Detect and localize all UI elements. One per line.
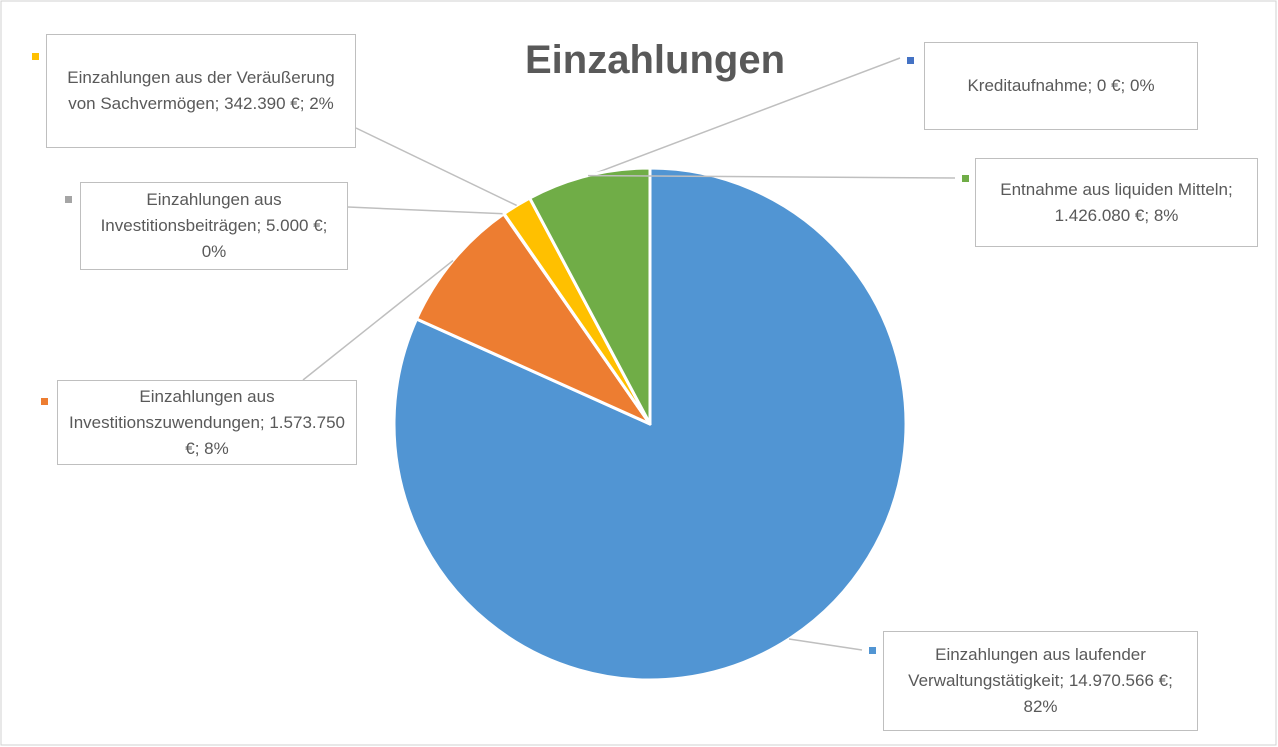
data-label: Entnahme aus liquiden Mitteln; 1.426.080… — [975, 158, 1258, 247]
data-label: Einzahlungen aus Investitionsbeiträgen; … — [80, 182, 348, 270]
data-label: Einzahlungen aus der Veräußerung von Sac… — [46, 34, 356, 148]
leader-line — [788, 638, 863, 651]
legend-key — [869, 647, 876, 654]
legend-key — [907, 57, 914, 64]
leader-line — [347, 206, 504, 215]
data-label: Einzahlungen aus Investitionszuwendungen… — [57, 380, 357, 465]
leader-line — [588, 174, 956, 179]
chart-title: Einzahlungen — [525, 38, 785, 82]
leader-line — [302, 259, 454, 381]
legend-key — [962, 175, 969, 182]
legend-key — [41, 398, 48, 405]
data-label: Einzahlungen aus laufender Verwaltungstä… — [883, 631, 1198, 731]
legend-key — [32, 53, 39, 60]
pie-slice — [392, 166, 908, 682]
data-label: Kreditaufnahme; 0 €; 0% — [924, 42, 1198, 130]
legend-key — [65, 196, 72, 203]
leader-line — [355, 127, 517, 207]
pie-slice — [415, 212, 652, 426]
